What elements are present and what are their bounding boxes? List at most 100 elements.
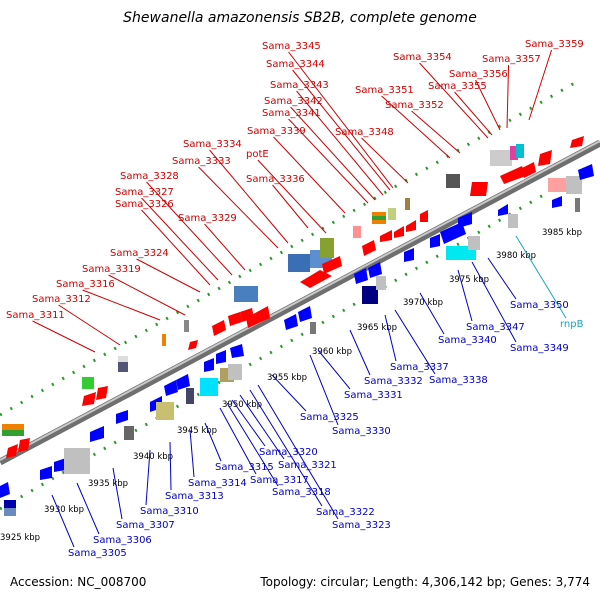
label-leader-line — [457, 269, 473, 322]
gene-label[interactable]: Sama_3337 — [390, 362, 449, 373]
gene-label[interactable]: Sama_3318 — [272, 487, 331, 498]
gene-label[interactable]: Sama_3344 — [266, 59, 325, 70]
gene-label[interactable]: Sama_3320 — [259, 447, 318, 458]
gene-label[interactable]: Sama_3359 — [525, 39, 584, 50]
gene-box — [162, 334, 166, 346]
label-leader-line — [273, 136, 346, 214]
gene-label[interactable]: Sama_3331 — [344, 390, 403, 401]
gene-label[interactable]: Sama_3316 — [56, 279, 115, 290]
gene-box — [468, 236, 480, 250]
label-leader-line — [136, 258, 201, 293]
gene-box — [510, 146, 518, 160]
gene-label[interactable]: Sama_3326 — [115, 199, 174, 210]
gene-label[interactable]: Sama_3342 — [264, 96, 323, 107]
gene-label[interactable]: Sama_3343 — [270, 80, 329, 91]
gene-label[interactable]: Sama_3311 — [6, 310, 65, 321]
gene-label[interactable]: Sama_3351 — [355, 85, 414, 96]
kbp-tick-label: 3965 kbp — [357, 323, 397, 333]
gene-label[interactable]: Sama_3341 — [262, 108, 321, 119]
kbp-tick-label: 3945 kbp — [177, 426, 217, 436]
gene-box — [228, 364, 242, 380]
gene-label[interactable]: Sama_3310 — [140, 506, 199, 517]
gene-box — [2, 430, 24, 436]
gene-label[interactable]: Sama_3357 — [482, 54, 541, 65]
gene-label[interactable]: Sama_3328 — [120, 171, 179, 182]
label-leader-line — [169, 441, 172, 491]
gene-arrow — [188, 340, 198, 350]
gene-label[interactable]: Sama_3348 — [335, 127, 394, 138]
gene-label[interactable]: Sama_3321 — [278, 460, 337, 471]
gene-arrow — [96, 386, 108, 400]
gene-arrow — [0, 482, 10, 498]
label-leader-line — [209, 149, 289, 244]
gene-label[interactable]: Sama_3327 — [115, 187, 174, 198]
gene-label[interactable]: Sama_3307 — [116, 520, 175, 531]
gene-box — [310, 322, 316, 334]
gene-label[interactable]: rnpB — [560, 319, 584, 330]
gene-box — [124, 426, 134, 440]
label-leader-line — [309, 354, 339, 426]
gene-arrow — [552, 196, 562, 208]
kbp-tick-label: 3970 kbp — [403, 298, 443, 308]
label-leader-line — [146, 181, 233, 276]
kbp-tick-labels: 3925 kbp 3930 kbp 3935 kbp 3940 kbp 3945 kbp… — [0, 228, 582, 543]
gene-box — [376, 276, 386, 290]
kbp-tick-label: 3960 kbp — [312, 347, 352, 357]
gene-box — [372, 216, 386, 220]
label-leader-line — [475, 79, 501, 131]
gene-label[interactable]: Sama_3333 — [172, 156, 231, 167]
gene-label[interactable]: Sama_3305 — [68, 548, 127, 559]
gene-label[interactable]: Sama_3322 — [316, 507, 375, 518]
gene-arrow — [522, 162, 536, 178]
gene-box — [118, 356, 128, 362]
gene-label[interactable]: Sama_3334 — [183, 139, 242, 150]
label-leader-line — [349, 329, 371, 376]
gene-label[interactable]: Sama_3356 — [449, 69, 508, 80]
gene-label[interactable]: Sama_3317 — [250, 475, 309, 486]
accession-text: Accession: NC_008700 — [10, 575, 146, 589]
label-leader-line — [419, 292, 445, 335]
gene-arrow — [420, 210, 428, 222]
gene-label[interactable]: Sama_3347 — [466, 322, 525, 333]
label-leader-line — [239, 394, 285, 460]
gene-arrow — [284, 314, 298, 330]
label-leader-line — [51, 494, 75, 548]
gene-arrow — [116, 410, 128, 424]
gene-arrow — [406, 220, 416, 232]
gene-label[interactable]: potE — [246, 149, 269, 160]
gene-label[interactable]: Sama_3354 — [393, 52, 452, 63]
gene-label[interactable]: Sama_3355 — [428, 81, 487, 92]
gene-label[interactable]: Sama_3314 — [188, 478, 247, 489]
gene-label[interactable]: Sama_3323 — [332, 520, 391, 531]
gene-label[interactable]: Sama_3338 — [429, 375, 488, 386]
label-leader-line — [145, 449, 151, 506]
gene-label[interactable]: Sama_3340 — [438, 335, 497, 346]
gene-label[interactable]: Sama_3313 — [165, 491, 224, 502]
gene-label[interactable]: Sama_3349 — [510, 343, 569, 354]
gene-box — [446, 174, 460, 188]
gene-label[interactable]: Sama_3329 — [178, 213, 237, 224]
gene-label[interactable]: Sama_3352 — [385, 100, 444, 111]
gene-label[interactable]: Sama_3312 — [32, 294, 91, 305]
gene-arrow — [176, 374, 190, 390]
gene-box — [388, 208, 396, 220]
gene-arrow — [6, 444, 18, 458]
gene-label[interactable]: Sama_3330 — [332, 426, 391, 437]
gene-label[interactable]: Sama_3325 — [300, 412, 359, 423]
gene-box — [566, 176, 582, 194]
label-leader-line — [231, 399, 266, 447]
gene-labels: Sama_3311 Sama_3312 Sama_3316 Sama_3319 Sama… — [6, 39, 584, 559]
label-leader-line — [288, 118, 369, 204]
gene-label[interactable]: Sama_3345 — [262, 41, 321, 52]
gene-label[interactable]: Sama_3315 — [215, 462, 274, 473]
gene-label[interactable]: Sama_3350 — [510, 300, 569, 311]
gene-label[interactable]: Sama_3332 — [364, 376, 423, 387]
gene-label[interactable]: Sama_3339 — [247, 126, 306, 137]
gene-label[interactable]: Sama_3324 — [110, 248, 169, 259]
gene-arrow — [228, 312, 242, 326]
gene-label[interactable]: Sama_3336 — [246, 174, 305, 185]
gene-label[interactable]: Sama_3306 — [93, 535, 152, 546]
gene-arrow — [570, 136, 584, 148]
label-leader-line — [528, 49, 553, 121]
gene-label[interactable]: Sama_3319 — [82, 264, 141, 275]
